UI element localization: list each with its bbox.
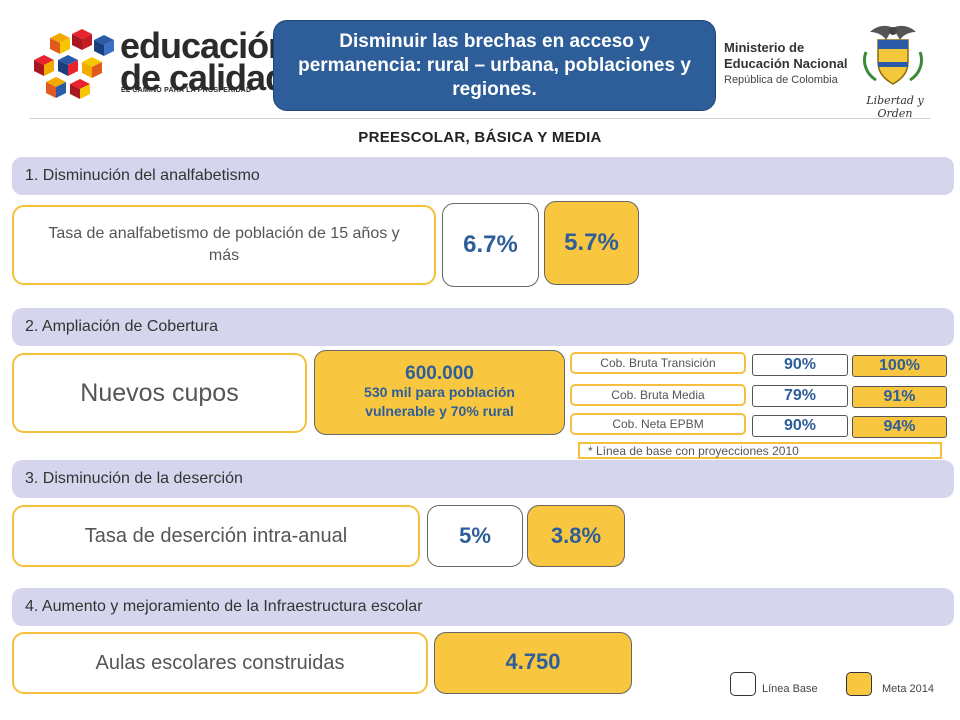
- ministry-line2: Educación Nacional: [724, 56, 848, 71]
- ministry-line1: Ministerio de: [724, 40, 805, 55]
- seal-caption: Libertad y Orden: [866, 94, 924, 120]
- section-1-label: Tasa de analfabetismo de población de 15…: [12, 205, 436, 285]
- logo-word-educacion: educación: [120, 25, 290, 66]
- section-4-bar: 4. Aumento y mejoramiento de la Infraest…: [12, 588, 954, 626]
- coverage-row-label: Cob. Bruta Media: [570, 384, 746, 406]
- section-2-goal-sub: 530 mil para población vulnerable y 70% …: [364, 384, 515, 419]
- coverage-row-goal: 94%: [852, 416, 947, 438]
- header-divider: [30, 118, 930, 119]
- legend-goal-swatch: [846, 672, 872, 696]
- coverage-row-base: 79%: [752, 385, 848, 407]
- coverage-row-label: Cob. Bruta Transición: [570, 352, 746, 374]
- section-4-label: Aulas escolares construidas: [12, 632, 428, 694]
- section-2-goal-box: 600.000 530 mil para población vulnerabl…: [314, 350, 565, 435]
- section-3-goal-value: 3.8%: [527, 505, 625, 567]
- banner-title: Disminuir las brechas en acceso y perman…: [273, 20, 716, 111]
- coverage-row-goal: 100%: [852, 355, 947, 377]
- section-2-bar: 2. Ampliación de Cobertura: [12, 308, 954, 346]
- section-1-goal-value: 5.7%: [544, 201, 639, 285]
- section-3-bar: 3. Disminución de la deserción: [12, 460, 954, 498]
- section-4-goal-value: 4.750: [434, 632, 632, 694]
- educacion-logo: [30, 25, 265, 100]
- logo-tagline: EL CAMINO PARA LA PROSPERIDAD: [121, 87, 252, 94]
- ministry-line3: República de Colombia: [724, 74, 838, 86]
- section-1-base-value: 6.7%: [442, 203, 539, 287]
- page-subtitle: PREESCOLAR, BÁSICA Y MEDIA: [358, 129, 602, 146]
- logo-word-de-calidad: de calidad: [120, 57, 287, 98]
- coat-of-arms-icon: [858, 22, 928, 88]
- section-2-label: Nuevos cupos: [12, 353, 307, 433]
- section-2-goal-main: 600.000: [405, 363, 474, 384]
- legend-base-label: Línea Base: [762, 683, 818, 695]
- section-3-base-value: 5%: [427, 505, 523, 567]
- legend-base-swatch: [730, 672, 756, 696]
- coverage-row-goal: 91%: [852, 386, 947, 408]
- baseline-note: * Línea de base con proyecciones 2010: [578, 442, 942, 459]
- coverage-row-label: Cob. Neta EPBM: [570, 413, 746, 435]
- section-1-bar: 1. Disminución del analfabetismo: [12, 157, 954, 195]
- ministry-name: Ministerio de Educación Nacional Repúbli…: [724, 40, 849, 88]
- legend-goal-label: Meta 2014: [882, 683, 934, 695]
- cubes-logo-icon: [34, 29, 114, 99]
- coverage-row-base: 90%: [752, 354, 848, 376]
- section-3-label: Tasa de deserción intra-anual: [12, 505, 420, 567]
- coverage-row-base: 90%: [752, 415, 848, 437]
